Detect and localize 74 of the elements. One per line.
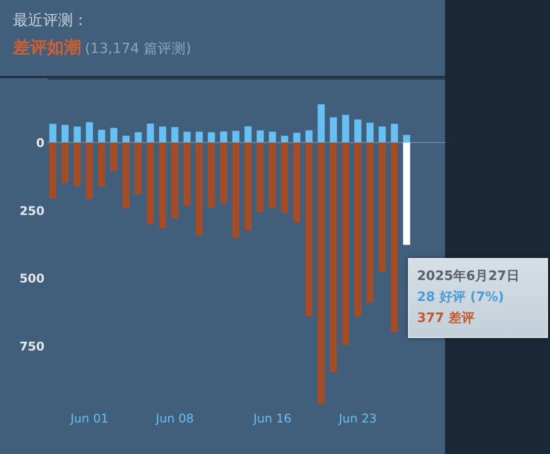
text: (13,174 篇评测) xyxy=(84,41,192,57)
bar xyxy=(342,114,350,143)
chart-title: 最近评测： xyxy=(13,10,89,30)
bar xyxy=(146,124,154,143)
chart-subtitle: 差评如潮 xyxy=(13,38,81,58)
bar xyxy=(390,142,398,332)
bar xyxy=(159,126,166,143)
annotation: 377 差评 xyxy=(417,310,476,328)
bar xyxy=(183,142,191,206)
bar xyxy=(208,132,215,143)
bar xyxy=(318,142,325,404)
bar xyxy=(293,132,300,143)
bar xyxy=(171,127,178,143)
bar xyxy=(268,132,276,143)
bar xyxy=(256,142,264,212)
bar xyxy=(403,134,410,143)
bar xyxy=(86,122,93,143)
bar xyxy=(330,117,337,143)
bar xyxy=(342,142,350,345)
bar xyxy=(86,142,93,199)
bar xyxy=(378,126,386,143)
bar xyxy=(183,132,191,143)
bar xyxy=(281,136,288,143)
bar xyxy=(366,122,374,143)
bar xyxy=(134,132,142,143)
bar xyxy=(281,142,288,213)
bar xyxy=(268,142,276,208)
bar xyxy=(196,132,203,143)
bar xyxy=(390,124,398,143)
bar xyxy=(208,142,215,208)
bar xyxy=(62,142,69,183)
bar xyxy=(220,131,228,143)
bar xyxy=(378,142,386,272)
bar xyxy=(98,130,106,143)
bar xyxy=(134,142,142,194)
bar xyxy=(232,142,240,238)
bar xyxy=(122,136,130,143)
bar xyxy=(110,142,118,172)
y-tick-label: 0 xyxy=(36,136,45,150)
bar xyxy=(403,142,410,245)
x-tick-label: Jun 16 xyxy=(252,412,292,426)
bar xyxy=(62,124,69,143)
bar xyxy=(49,142,56,198)
y-tick-label: 500 xyxy=(19,272,45,286)
bar xyxy=(74,142,81,186)
bar xyxy=(220,142,228,204)
bar xyxy=(159,142,166,228)
bar xyxy=(74,126,81,143)
bar xyxy=(354,119,362,143)
bar xyxy=(318,104,325,143)
bar xyxy=(49,124,56,143)
y-tick-label: 250 xyxy=(19,204,45,218)
bar xyxy=(244,142,252,230)
bar xyxy=(98,142,106,187)
bar xyxy=(354,142,362,317)
bar xyxy=(244,126,252,143)
bar xyxy=(256,130,264,143)
bar xyxy=(196,142,203,236)
bar xyxy=(305,142,313,316)
annotation: 2025年6月27日 xyxy=(417,268,520,286)
x-tick-label: Jun 23 xyxy=(338,412,377,426)
bar xyxy=(146,142,154,224)
annotation: 28 好评 (7%) xyxy=(417,289,506,307)
y-tick-label: 750 xyxy=(19,340,45,354)
bar xyxy=(366,142,374,302)
bar xyxy=(293,142,300,223)
bar xyxy=(305,130,313,143)
bar xyxy=(110,128,118,143)
x-tick-label: Jun 08 xyxy=(154,412,194,426)
bar xyxy=(330,142,337,372)
x-tick-label: Jun 01 xyxy=(70,412,108,426)
bar xyxy=(232,130,240,143)
bar xyxy=(122,142,130,208)
bar xyxy=(171,142,178,218)
